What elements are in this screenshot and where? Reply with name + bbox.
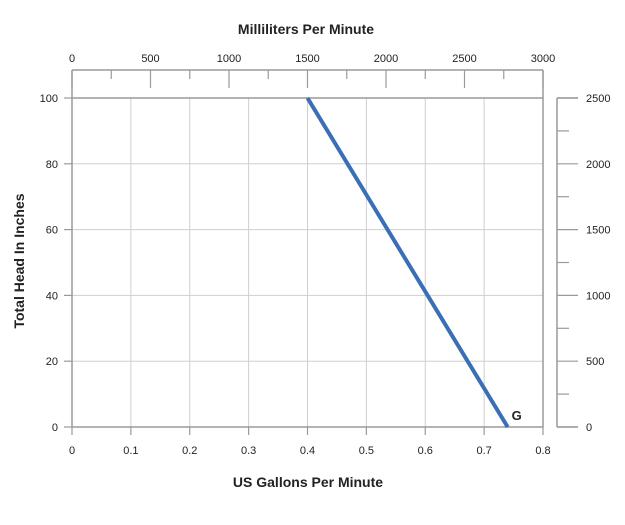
x-tick-label: 0 [69, 445, 75, 457]
x-tick-label: 0.3 [241, 445, 256, 457]
right-tick-label: 1500 [586, 225, 610, 237]
right-tick-label: 2000 [586, 159, 610, 171]
series-line-G [305, 96, 510, 429]
right-tick-label: 500 [586, 356, 604, 368]
y-tick-label: 80 [46, 159, 58, 171]
top-tick-label: 500 [141, 53, 159, 65]
top-axis-title: Milliliters Per Minute [238, 21, 374, 37]
right-tick-label: 0 [586, 422, 592, 434]
y-tick-label: 100 [40, 93, 58, 105]
x-tick-label: 0.1 [123, 445, 138, 457]
grid-lines [72, 98, 543, 427]
right-tick-label: 1000 [586, 290, 610, 302]
y-tick-label: 40 [46, 290, 58, 302]
y-tick-label: 60 [46, 225, 58, 237]
y-axis-title: Total Head In Inches [11, 193, 27, 328]
top-tick-label: 0 [69, 53, 75, 65]
x-tick-label: 0.6 [418, 445, 433, 457]
x-tick-label: 0.8 [535, 445, 550, 457]
top-tick-label: 1500 [295, 53, 319, 65]
top-tick-label: 3000 [531, 53, 555, 65]
top-tick-label: 2500 [452, 53, 476, 65]
right-tick-label: 2500 [586, 93, 610, 105]
x-tick-label: 0.7 [476, 445, 491, 457]
axis-ticks [64, 70, 578, 435]
x-tick-label: 0.5 [359, 445, 374, 457]
x-axis-title: US Gallons Per Minute [233, 474, 383, 490]
y-tick-label: 20 [46, 356, 58, 368]
top-tick-label: 1000 [217, 53, 241, 65]
y-tick-label: 0 [52, 422, 58, 434]
x-tick-label: 0.4 [300, 445, 315, 457]
series-lines: G [305, 96, 522, 429]
top-tick-label: 2000 [374, 53, 398, 65]
x-tick-label: 0.2 [182, 445, 197, 457]
series-label: G [512, 408, 522, 423]
